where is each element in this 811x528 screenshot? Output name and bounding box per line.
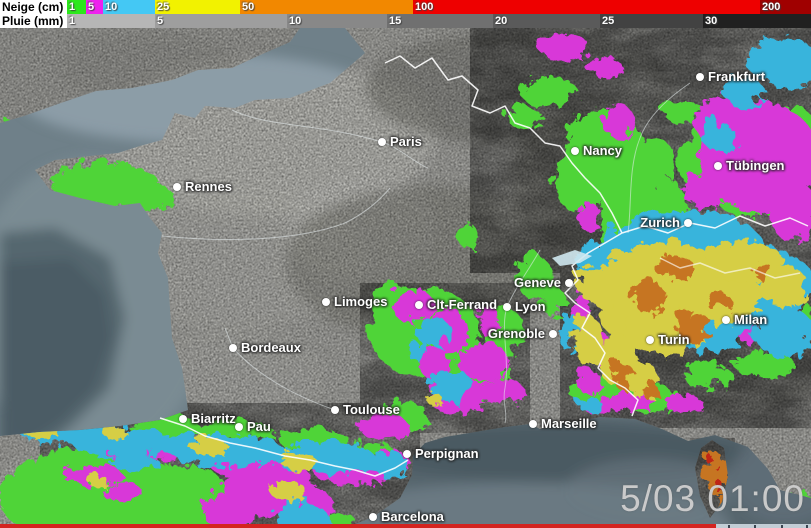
strip-tick bbox=[754, 525, 756, 528]
legend-segment: 100 bbox=[413, 0, 760, 14]
bottom-red-bar bbox=[0, 524, 716, 528]
legend-segment: 50 bbox=[240, 0, 413, 14]
legend-segment-value: 30 bbox=[705, 15, 718, 27]
city-dot bbox=[565, 279, 573, 287]
legend-segment-value: 5 bbox=[88, 1, 95, 13]
legend-rain-title: Pluie (mm) bbox=[2, 14, 64, 28]
city-dot bbox=[714, 162, 722, 170]
city-label: Biarritz bbox=[191, 411, 236, 426]
legend-segment-value: 25 bbox=[602, 15, 615, 27]
city-dot bbox=[369, 513, 377, 521]
strip-tick bbox=[728, 525, 730, 528]
strip-tick bbox=[806, 525, 808, 528]
legend-segment: 1 bbox=[67, 0, 86, 14]
legend-segment-value: 100 bbox=[415, 1, 434, 13]
city-dot bbox=[173, 183, 181, 191]
city-dot bbox=[331, 406, 339, 414]
city-label: Perpignan bbox=[415, 446, 479, 461]
legend-segment: 5 bbox=[86, 0, 103, 14]
city-dot bbox=[529, 420, 537, 428]
city-dot bbox=[415, 301, 423, 309]
city-dot bbox=[179, 415, 187, 423]
legend-segment-value: 1 bbox=[69, 15, 76, 27]
city-dot bbox=[403, 450, 411, 458]
city-label: Marseille bbox=[541, 416, 597, 431]
city-label: Geneve bbox=[514, 275, 561, 290]
timestamp: 5/03 01:00 bbox=[620, 478, 805, 519]
strip-tick bbox=[781, 525, 783, 528]
snow-100cm-areas bbox=[705, 453, 718, 488]
city-label: Turin bbox=[658, 332, 690, 347]
precipitation-overlay bbox=[0, 29, 811, 528]
legend-segment: 25 bbox=[600, 14, 703, 28]
city-dot bbox=[378, 138, 386, 146]
city-label: Lyon bbox=[515, 299, 546, 314]
legend-segment: 20 bbox=[493, 14, 600, 28]
city-label: Pau bbox=[247, 419, 271, 434]
city-label: Grenoble bbox=[487, 326, 545, 341]
city-dot bbox=[696, 73, 704, 81]
city-label: Toulouse bbox=[343, 402, 400, 417]
map-canvas: 5/03 01:00 bbox=[0, 28, 811, 528]
city-dot bbox=[684, 219, 692, 227]
legend-snow-title: Neige (cm) bbox=[2, 0, 64, 14]
city-label: Paris bbox=[390, 134, 422, 149]
city-label: Tübingen bbox=[726, 158, 785, 173]
legend-segment-value: 10 bbox=[105, 1, 118, 13]
legend-segment: 10 bbox=[287, 14, 387, 28]
city-dot bbox=[571, 147, 579, 155]
city-dot bbox=[549, 330, 557, 338]
city-label: Milan bbox=[734, 312, 768, 327]
legend-segment-value: 50 bbox=[242, 1, 255, 13]
legend-segment-value: 1 bbox=[69, 1, 76, 13]
city-dot bbox=[229, 344, 237, 352]
legend-row-rain: Pluie (mm) 1 5 10 15 20 25 30 bbox=[0, 14, 811, 28]
legend-segment-value: 25 bbox=[157, 1, 170, 13]
bottom-edge-strip bbox=[0, 524, 811, 528]
city-label: Zurich bbox=[640, 215, 680, 230]
legend-segment: 200 bbox=[760, 0, 811, 14]
legend-segment: 15 bbox=[387, 14, 493, 28]
lake-geneva bbox=[552, 250, 592, 266]
city-label: Frankfurt bbox=[708, 69, 766, 84]
legend-segment-value: 15 bbox=[389, 15, 402, 27]
legend-segment-value: 200 bbox=[762, 1, 781, 13]
legend-segment: 25 bbox=[155, 0, 240, 14]
city-label: Bordeaux bbox=[241, 340, 301, 355]
legend-segment-value: 10 bbox=[289, 15, 302, 27]
legend-segment: 1 bbox=[67, 14, 155, 28]
legend-segment: 5 bbox=[155, 14, 287, 28]
city-dot bbox=[503, 303, 511, 311]
city-label: Nancy bbox=[583, 143, 623, 158]
legend-row-snow: Neige (cm) 1 5 10 25 50 100 200 bbox=[0, 0, 811, 14]
city-label: Barcelona bbox=[381, 509, 444, 524]
legend-segment: 10 bbox=[103, 0, 155, 14]
rivers bbox=[161, 82, 691, 424]
legend-segment-value: 5 bbox=[157, 15, 164, 27]
city-label: Limoges bbox=[334, 294, 388, 309]
map-image bbox=[0, 28, 811, 528]
city-dot bbox=[646, 336, 654, 344]
city-dot bbox=[722, 316, 730, 324]
legend-segment-value: 20 bbox=[495, 15, 508, 27]
bottom-light-bar bbox=[716, 524, 811, 528]
city-label: Clt-Ferrand bbox=[427, 297, 498, 312]
city-dot bbox=[235, 423, 243, 431]
city-label: Rennes bbox=[185, 179, 232, 194]
legend-segment: 30 bbox=[703, 14, 811, 28]
city-dot bbox=[322, 298, 330, 306]
